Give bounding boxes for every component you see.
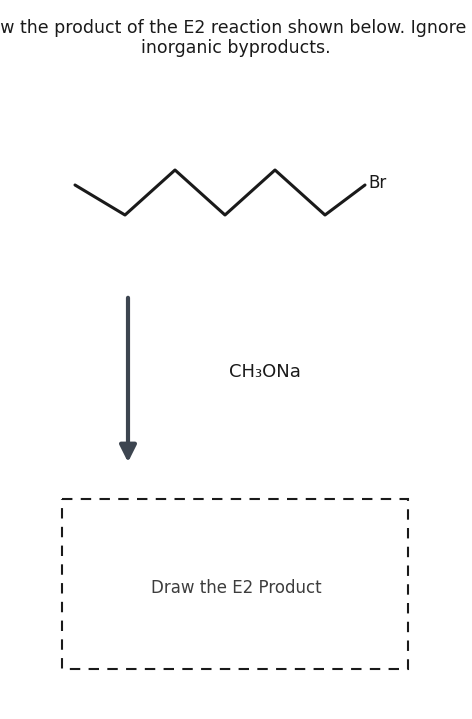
Text: Draw the E2 Product: Draw the E2 Product (151, 579, 321, 597)
Bar (62, 499, 408, 669)
Text: Draw the product of the E2 reaction shown below. Ignore any
inorganic byproducts: Draw the product of the E2 reaction show… (0, 19, 472, 58)
Text: CH₃ONa: CH₃ONa (229, 363, 301, 381)
Text: Br: Br (368, 174, 386, 192)
